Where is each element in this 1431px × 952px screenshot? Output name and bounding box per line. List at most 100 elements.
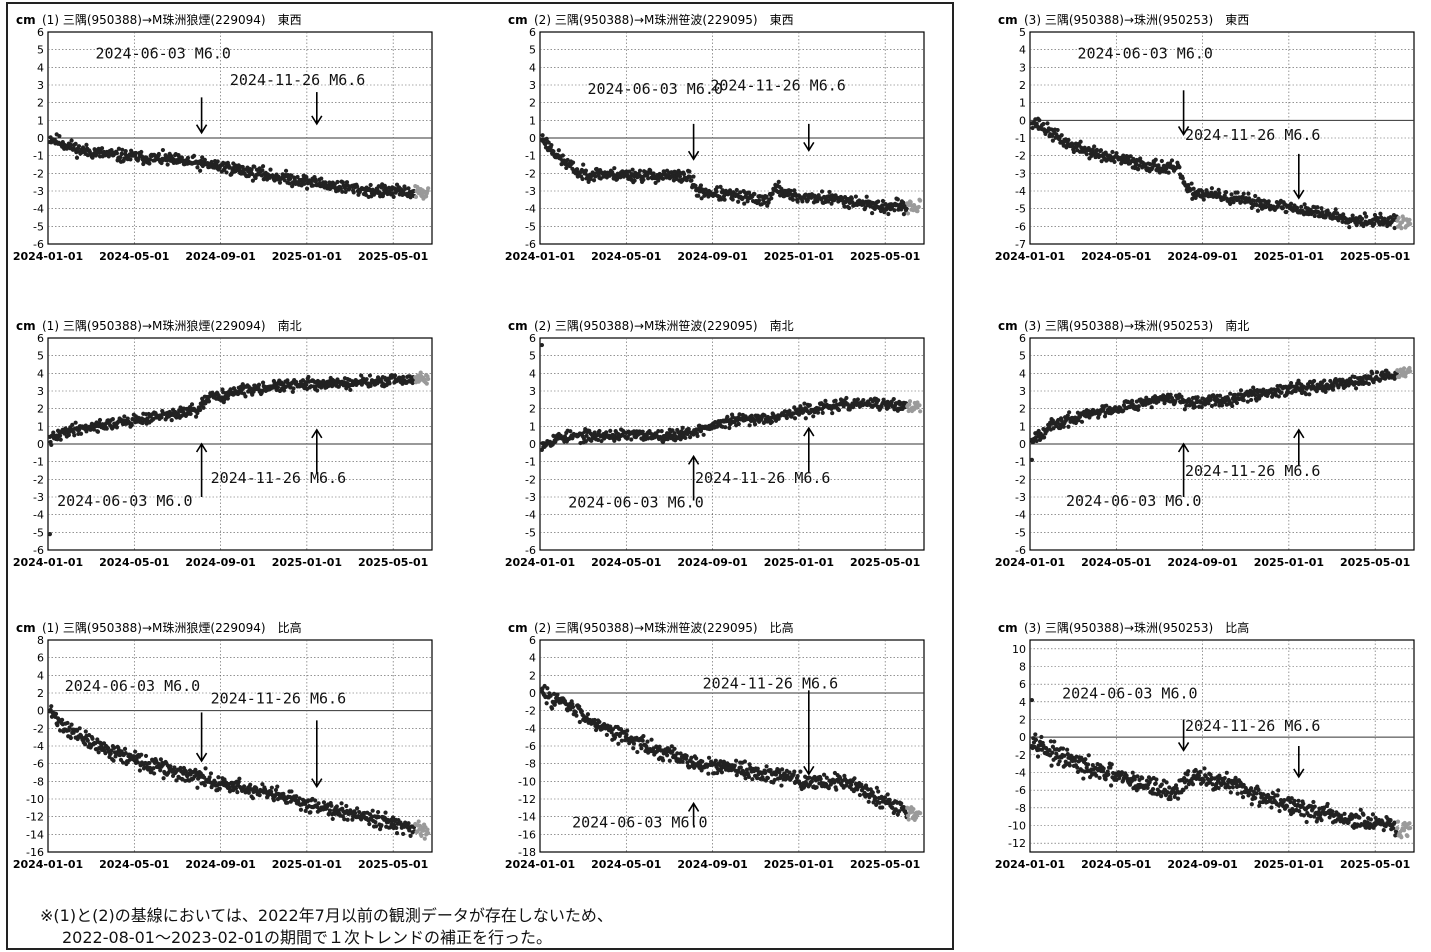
data-point (1108, 783, 1114, 788)
data-point (677, 174, 683, 179)
y-tick-label: -1 (525, 150, 536, 163)
annotation-label: 2024-06-03 M6.0 (65, 677, 200, 695)
data-point (139, 752, 144, 757)
data-point (703, 187, 708, 192)
data-point (1195, 395, 1200, 400)
data-point (1241, 398, 1246, 403)
data-point (880, 198, 886, 204)
data-point (256, 382, 262, 387)
data-point (198, 158, 203, 164)
y-tick-label: 4 (529, 652, 536, 665)
annotation-arrowhead (803, 765, 815, 776)
annotation-label: 2024-06-03 M6.0 (57, 492, 192, 510)
data-point (604, 430, 609, 435)
data-point (762, 413, 767, 418)
annotation-arrowhead (803, 141, 815, 152)
x-tick-label: 2025-01-01 (764, 858, 834, 871)
data-point (311, 183, 316, 188)
annotation-label: 2024-06-03 M6.0 (1077, 45, 1212, 63)
data-point (99, 146, 105, 151)
data-point (418, 370, 423, 375)
data-point (1112, 159, 1117, 164)
data-point (65, 720, 70, 726)
data-point (692, 765, 697, 770)
data-point (188, 411, 193, 416)
data-point (77, 726, 82, 731)
data-point (876, 199, 881, 204)
data-point (819, 189, 825, 194)
data-point (585, 712, 591, 717)
data-point (1353, 386, 1359, 391)
y-tick-label: -12 (1008, 837, 1026, 850)
annotation-arrowhead (1293, 189, 1305, 200)
data-point (413, 194, 419, 200)
data-point (189, 402, 195, 407)
data-point (1070, 142, 1075, 147)
data-point (67, 725, 72, 730)
data-point (769, 419, 775, 424)
data-point (870, 210, 875, 216)
y-unit-label: cm (16, 319, 36, 333)
data-point (573, 710, 578, 715)
data-point (770, 191, 775, 196)
data-point (660, 176, 666, 181)
data-point (1254, 202, 1259, 208)
data-point (51, 430, 56, 435)
data-point (549, 706, 555, 711)
data-point (203, 766, 208, 771)
data-point (833, 398, 838, 403)
y-tick-label: 6 (1019, 332, 1026, 345)
data-point (104, 426, 109, 431)
data-point (383, 810, 388, 815)
x-tick-label: 2024-09-01 (677, 858, 747, 871)
data-point (722, 197, 727, 202)
data-point (732, 763, 737, 768)
data-point (408, 833, 413, 838)
data-point (631, 741, 637, 746)
data-point (426, 831, 431, 836)
data-point (915, 209, 920, 214)
data-point (97, 417, 103, 423)
data-point (294, 794, 299, 799)
data-point (49, 704, 54, 709)
data-point (1370, 371, 1375, 376)
data-point (546, 140, 551, 145)
annotation-arrowhead (687, 150, 700, 161)
data-point (1307, 392, 1312, 397)
data-point (1104, 403, 1109, 408)
data-point (1156, 163, 1161, 168)
data-point (699, 196, 704, 201)
data-point (401, 374, 406, 380)
data-point (672, 431, 677, 436)
data-point (551, 691, 557, 696)
data-point (1231, 200, 1236, 205)
data-point (376, 814, 381, 820)
data-point (191, 153, 197, 159)
data-point (713, 758, 718, 763)
data-point (807, 775, 812, 780)
data-point (260, 380, 266, 385)
data-point (329, 803, 334, 808)
chart-title: (3) 三隅(950388)→珠洲(950253) 南北 (1024, 318, 1249, 333)
data-point (1303, 392, 1309, 397)
annotation-label: 2024-11-26 M6.6 (1185, 126, 1320, 144)
x-tick-label: 2025-05-01 (1340, 556, 1410, 569)
data-point (1334, 211, 1340, 216)
data-point (370, 808, 375, 813)
data-point (1073, 758, 1078, 763)
data-point (57, 433, 63, 438)
data-point (640, 738, 645, 743)
x-tick-label: 2024-01-01 (505, 250, 575, 263)
data-point (282, 178, 287, 183)
data-point (260, 782, 265, 787)
data-point (895, 202, 900, 207)
data-point (1276, 394, 1281, 399)
chart-svg: cm (2) 三隅(950388)→M珠洲笹波(229095) 南北6543210… (505, 318, 925, 569)
data-point (873, 795, 878, 800)
annotation-arrowhead (1177, 442, 1190, 453)
data-point (874, 802, 879, 808)
x-tick-label: 2024-01-01 (995, 858, 1065, 871)
data-point (174, 778, 179, 783)
data-point (123, 750, 128, 756)
data-point (914, 815, 919, 820)
